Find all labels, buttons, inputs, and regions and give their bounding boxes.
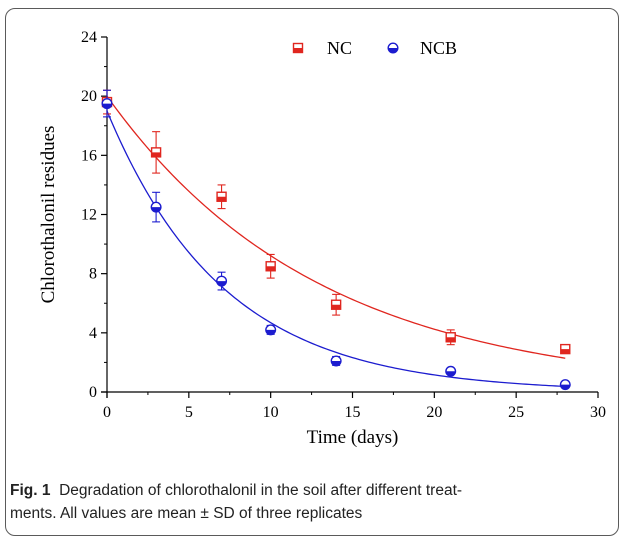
data-point-ncb [101,89,113,118]
y-tick-label: 24 [81,29,97,46]
marker-square-fill [446,337,456,342]
x-tick-label: 30 [590,404,606,421]
marker-square-fill [217,196,227,202]
y-tick-label: 8 [89,266,97,283]
y-tick-label: 16 [81,147,97,164]
caption-prefix: Fig. 1 [10,482,51,499]
legend-item-nc: NC [292,38,352,58]
fit-curve-ncb [106,110,566,388]
data-point-ncb [445,365,457,377]
marker-circle-fill [560,384,571,390]
x-tick-label: 20 [426,404,442,421]
marker-square-fill [151,152,161,157]
figure-frame [5,8,619,536]
marker-circle-fill [445,371,456,377]
marker-square-fill [293,48,303,53]
data-point-ncb [150,191,162,223]
fit-curve-nc [106,95,566,359]
legend: NC NCB [292,38,457,58]
legend-item-ncb: NCB [387,38,457,58]
x-tick-label: 10 [263,404,279,421]
y-axis-title: Chlorothalonil residues [38,126,59,304]
figure-caption: Fig. 1 Degradation of chlorothalonil in … [10,479,610,525]
data-point-ncb [265,324,277,336]
data-point-nc [265,253,276,279]
data-point-nc [330,293,342,316]
y-tick-label: 0 [89,384,97,401]
data-point-nc [445,329,456,346]
x-axis-title: Time (days) [307,427,399,448]
marker-circle-fill [151,207,161,212]
data-point-nc [150,131,162,174]
data-point-nc [560,343,571,355]
marker-square-fill [266,266,276,271]
data-point-ncb [559,379,571,391]
chart: 0 5 10 15 20 25 30 0 4 8 12 16 20 24 NC NCB Time (days… [38,29,606,448]
x-tick-label: 0 [103,404,111,421]
marker-square-fill [560,349,570,354]
marker-square-fill [331,304,341,310]
y-tick-label: 12 [81,207,97,224]
fit-curves [106,95,566,388]
x-tick-label: 5 [185,404,193,421]
axes: 0 5 10 15 20 25 30 0 4 8 12 16 20 24 [81,29,606,421]
x-tick-label: 15 [345,404,361,421]
y-tick-label: 4 [89,325,97,342]
x-tick-label: 25 [508,404,524,421]
caption-line-1: Degradation of chlorothalonil in the soi… [59,482,463,499]
marker-circle-fill [265,329,276,335]
marker-circle-fill [331,360,341,366]
marker-circle-fill [102,103,112,109]
marker-circle-fill [216,281,227,286]
legend-label-nc: NC [327,38,352,58]
data-point-nc [216,184,227,210]
data-marks [101,89,571,391]
data-point-ncb [216,271,228,291]
legend-label-ncb: NCB [420,38,457,58]
y-tick-label: 20 [81,88,97,105]
marker-circle-fill [388,48,398,53]
caption-line-2: ments. All values are mean ± SD of three… [10,505,363,522]
data-point-ncb [330,355,342,367]
